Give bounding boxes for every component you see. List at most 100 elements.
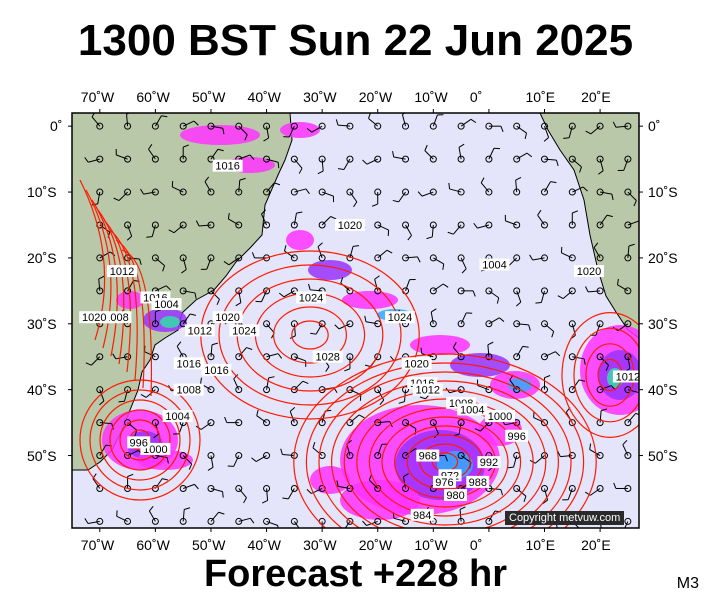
wind-barb bbox=[179, 507, 191, 525]
isobar-label: 1020 bbox=[79, 311, 110, 324]
lon-label: 20˚E bbox=[581, 537, 611, 553]
wind-barb bbox=[337, 155, 354, 170]
wind-barb bbox=[113, 188, 132, 201]
isobar-label: 1020 bbox=[212, 311, 243, 324]
forecast-label: Forecast +228 hr bbox=[203, 553, 508, 595]
wind-barb bbox=[235, 347, 253, 361]
lon-label: 50˚W bbox=[191, 537, 226, 553]
wind-barb bbox=[402, 473, 410, 492]
lon-label: 70˚W bbox=[80, 537, 115, 553]
wind-barb bbox=[263, 182, 281, 196]
wind-barb bbox=[507, 452, 521, 469]
wind-barb bbox=[541, 181, 557, 196]
wind-barb bbox=[290, 211, 303, 229]
isobar-label: 976 bbox=[432, 475, 456, 489]
lon-label: 10˚W bbox=[414, 89, 448, 105]
svg-text:988: 988 bbox=[469, 477, 487, 489]
wind-barb bbox=[541, 320, 555, 338]
isobar bbox=[573, 327, 639, 423]
wind-barb bbox=[317, 242, 326, 262]
wind-barb bbox=[485, 341, 494, 361]
wind-barb bbox=[223, 254, 243, 266]
isobar-label: 996 bbox=[127, 436, 151, 449]
isobar-label: 1020 bbox=[334, 218, 365, 232]
wind-barb bbox=[344, 517, 354, 528]
isobar-label: 996 bbox=[505, 429, 529, 443]
lat-label: 30˚S bbox=[27, 315, 57, 332]
isobar bbox=[343, 389, 547, 528]
wind-barb bbox=[84, 517, 104, 525]
isobar bbox=[561, 312, 639, 438]
wind-barb bbox=[429, 254, 445, 270]
isobar-label: 1012 bbox=[107, 265, 138, 278]
wind-barb bbox=[283, 122, 298, 138]
wind-barb bbox=[318, 188, 335, 203]
wind-barb bbox=[589, 443, 604, 460]
wind-barb bbox=[541, 351, 561, 361]
wind-barb bbox=[596, 214, 613, 229]
svg-text:1012: 1012 bbox=[188, 325, 212, 337]
isobar bbox=[293, 353, 597, 528]
wind-barb bbox=[318, 216, 337, 229]
wind-barb bbox=[612, 121, 632, 130]
rain-area bbox=[342, 291, 398, 309]
wind-barb bbox=[364, 315, 382, 328]
isobar-label: 992 bbox=[477, 456, 501, 469]
wind-barb bbox=[596, 188, 614, 201]
rain-area bbox=[450, 353, 510, 377]
wind-barb bbox=[424, 144, 437, 163]
lon-label: 10˚E bbox=[525, 537, 556, 553]
wind-barb bbox=[585, 286, 604, 295]
svg-text:1016: 1016 bbox=[215, 161, 239, 173]
wind-barb bbox=[224, 416, 243, 427]
lat-label: 30˚S bbox=[648, 315, 678, 332]
svg-text:1020: 1020 bbox=[82, 312, 106, 324]
wind-barb bbox=[513, 320, 531, 331]
lon-label: 30˚W bbox=[303, 89, 337, 105]
wind-barb bbox=[346, 188, 358, 208]
isobar-label: 1004 bbox=[479, 258, 510, 272]
wind-barb bbox=[263, 517, 279, 528]
svg-text:1004: 1004 bbox=[482, 260, 506, 272]
wind-barb bbox=[227, 452, 243, 467]
wind-barb bbox=[124, 113, 132, 130]
isobar-label: 968 bbox=[416, 449, 440, 463]
lon-label: 0˚ bbox=[469, 537, 483, 553]
wind-barb bbox=[235, 177, 246, 196]
wind-barb bbox=[179, 452, 193, 470]
wind-barb bbox=[284, 245, 298, 262]
wind-barb bbox=[84, 155, 104, 163]
lat-label: 50˚S bbox=[27, 447, 57, 464]
wind-barb bbox=[429, 283, 449, 295]
wind-barb bbox=[563, 122, 576, 139]
wind-barb bbox=[344, 353, 354, 372]
svg-text:984: 984 bbox=[413, 510, 431, 522]
svg-text:1024: 1024 bbox=[299, 292, 323, 304]
isobar bbox=[291, 320, 329, 350]
wind-barb bbox=[151, 254, 166, 272]
wind-barb bbox=[290, 188, 310, 196]
wind-barb bbox=[151, 115, 168, 130]
wind-barb bbox=[457, 118, 477, 130]
rain-area bbox=[310, 466, 350, 494]
map-title: 1300 BST Sun 22 Jun 2025 bbox=[77, 16, 634, 65]
wind-barb bbox=[251, 252, 271, 262]
wind-barb bbox=[402, 254, 421, 263]
wind-barb bbox=[513, 122, 528, 140]
wind-barb bbox=[485, 287, 500, 304]
lon-label: 10˚E bbox=[525, 89, 556, 105]
wind-barb bbox=[112, 353, 132, 361]
svg-text:1024: 1024 bbox=[388, 312, 412, 324]
svg-text:1004: 1004 bbox=[460, 404, 484, 416]
isobar-label: 1016 bbox=[212, 159, 243, 173]
wind-barb bbox=[148, 506, 159, 525]
wind-barb bbox=[179, 313, 197, 328]
wind-barb bbox=[624, 243, 635, 262]
wind-barb bbox=[513, 152, 533, 163]
isobar-label: 1024 bbox=[296, 291, 327, 304]
isobar bbox=[99, 399, 181, 481]
isobar-label: 1024 bbox=[384, 311, 415, 324]
svg-text:1020: 1020 bbox=[215, 312, 239, 324]
wind-barb bbox=[179, 120, 199, 130]
wind-barb bbox=[448, 182, 465, 196]
